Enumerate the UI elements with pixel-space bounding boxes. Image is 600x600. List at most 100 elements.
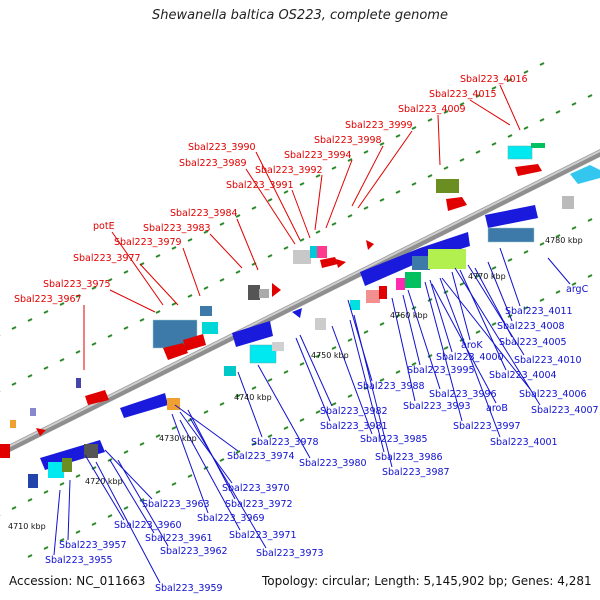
gene-box[interactable] (350, 300, 360, 310)
gene-label[interactable]: Sbal223_3978 (251, 437, 319, 448)
gene-label[interactable]: Sbal223_3962 (160, 546, 228, 557)
gene-label[interactable]: argC (566, 284, 589, 295)
gene-label[interactable]: Sbal223_3991 (226, 180, 294, 191)
gene-label[interactable]: Sbal223_3979 (114, 237, 182, 248)
gene-arrow[interactable] (120, 393, 168, 418)
gene-label[interactable]: Sbal223_4007 (531, 405, 599, 416)
gene-arrow[interactable] (292, 308, 302, 318)
gene-box[interactable] (48, 462, 64, 478)
gene-label[interactable]: Sbal223_3989 (179, 158, 247, 169)
gene-arrow[interactable] (163, 343, 188, 360)
gene-label[interactable]: aroB (486, 403, 508, 414)
gene-box[interactable] (310, 246, 318, 258)
gene-label[interactable]: Sbal223_3972 (225, 499, 293, 510)
gene-label[interactable]: Sbal223_4000 (436, 352, 504, 363)
gene-box[interactable] (366, 290, 380, 303)
gene-box[interactable] (396, 278, 405, 290)
gene-label[interactable]: Sbal223_4008 (497, 321, 565, 332)
gene-label[interactable]: Sbal223_3974 (227, 451, 295, 462)
gene-label[interactable]: Sbal223_3980 (299, 458, 367, 469)
gene-label[interactable]: Sbal223_3993 (403, 401, 471, 412)
gene-box[interactable] (531, 143, 545, 148)
gene-box[interactable] (0, 444, 10, 458)
gene-label[interactable]: Sbal223_3963 (142, 499, 210, 510)
gene-arrow[interactable] (515, 164, 542, 176)
gene-label[interactable]: Sbal223_4010 (514, 355, 582, 366)
gene-box[interactable] (436, 179, 459, 193)
gene-label[interactable]: aroK (461, 340, 483, 351)
gene-label[interactable]: Sbal223_4001 (490, 437, 558, 448)
gene-box[interactable] (507, 145, 533, 160)
gene-label[interactable]: Sbal223_4015 (429, 89, 497, 100)
gene-box[interactable] (317, 246, 327, 258)
gene-arrow[interactable] (485, 205, 538, 228)
gene-label[interactable]: Sbal223_3970 (222, 483, 290, 494)
gene-box[interactable] (167, 398, 180, 410)
gene-label[interactable]: Sbal223_4004 (489, 370, 557, 381)
gene-label[interactable]: Sbal223_4005 (499, 337, 567, 348)
gene-box[interactable] (202, 322, 218, 334)
gene-arrow[interactable] (183, 334, 206, 351)
gene-box[interactable] (428, 249, 466, 269)
gene-arrow[interactable] (85, 390, 109, 405)
gene-label[interactable]: Sbal223_3959 (155, 583, 223, 594)
gene-arrow[interactable] (446, 197, 467, 211)
gene-label[interactable]: Sbal223_3955 (45, 555, 113, 566)
gene-label[interactable]: Sbal223_3997 (453, 421, 521, 432)
gene-label[interactable]: Sbal223_4009 (398, 104, 466, 115)
gene-box[interactable] (487, 227, 535, 243)
gene-box[interactable] (200, 306, 212, 316)
gene-label[interactable]: Sbal223_3984 (170, 208, 238, 219)
gene-box[interactable] (62, 458, 72, 472)
gene-arrow[interactable] (320, 257, 338, 268)
gene-label[interactable]: Sbal223_4011 (505, 306, 573, 317)
gene-label[interactable]: Sbal223_3957 (59, 540, 127, 551)
gene-box[interactable] (405, 272, 421, 288)
gene-label[interactable]: Sbal223_3998 (314, 135, 382, 146)
gene-arrow[interactable] (570, 165, 600, 184)
gene-arrow[interactable] (36, 428, 46, 436)
gene-label[interactable]: Sbal223_3995 (407, 365, 475, 376)
gene-label[interactable]: Sbal223_3986 (375, 452, 443, 463)
gene-label[interactable]: Sbal223_3960 (114, 520, 182, 531)
gene-arrow[interactable] (272, 283, 281, 297)
gene-label[interactable]: Sbal223_3994 (284, 150, 352, 161)
gene-box[interactable] (272, 342, 284, 351)
gene-label[interactable]: Sbal223_3975 (43, 279, 111, 290)
gene-label[interactable]: Sbal223_3992 (255, 165, 323, 176)
gene-label[interactable]: Sbal223_3961 (145, 533, 213, 544)
gene-box[interactable] (379, 286, 387, 299)
gene-label[interactable]: potE (93, 221, 115, 232)
gene-label[interactable]: Sbal223_3969 (197, 513, 265, 524)
gene-label[interactable]: Sbal223_3985 (360, 434, 428, 445)
gene-box[interactable] (412, 256, 430, 270)
gene-arrow[interactable] (366, 240, 374, 250)
gene-box[interactable] (249, 344, 277, 364)
gene-box[interactable] (28, 474, 38, 488)
gene-box[interactable] (259, 289, 269, 298)
gene-box[interactable] (248, 285, 260, 300)
gene-label[interactable]: Sbal223_3967 (14, 294, 82, 305)
gene-box[interactable] (76, 378, 81, 388)
gene-label[interactable]: Sbal223_3983 (143, 223, 211, 234)
gene-label[interactable]: Sbal223_3996 (429, 389, 497, 400)
gene-box[interactable] (293, 250, 311, 264)
gene-label[interactable]: Sbal223_3987 (382, 467, 450, 478)
gene-label[interactable]: Sbal223_4016 (460, 74, 528, 85)
gene-label[interactable]: Sbal223_3973 (256, 548, 324, 559)
gene-box[interactable] (224, 366, 236, 376)
gene-label[interactable]: Sbal223_3977 (73, 253, 141, 264)
gene-box[interactable] (30, 408, 36, 416)
gene-label[interactable]: Sbal223_3982 (320, 406, 388, 417)
gene-label[interactable]: Sbal223_3988 (357, 381, 425, 392)
gene-label[interactable]: Sbal223_4006 (519, 389, 587, 400)
gene-box[interactable] (315, 318, 326, 330)
gene-label[interactable]: Sbal223_3971 (229, 530, 297, 541)
gene-box[interactable] (10, 420, 16, 428)
gene-box[interactable] (84, 444, 98, 458)
gene-label[interactable]: Sbal223_3981 (320, 421, 388, 432)
gene-arrow[interactable] (336, 259, 346, 268)
gene-label[interactable]: Sbal223_3999 (345, 120, 413, 131)
gene-label[interactable]: Sbal223_3990 (188, 142, 256, 153)
gene-box[interactable] (562, 196, 574, 209)
